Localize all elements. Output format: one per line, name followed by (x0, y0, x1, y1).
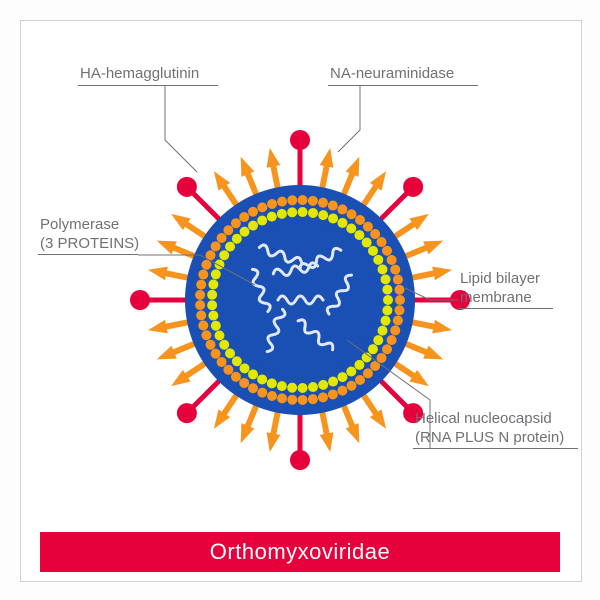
label-na: NA-neuraminidase (330, 65, 454, 84)
underline-ha (78, 85, 218, 86)
title-bar: Orthomyxoviridae (40, 532, 560, 572)
title-text: Orthomyxoviridae (210, 539, 390, 565)
underline-lipid (458, 308, 553, 309)
label-polymerase: Polymerase (3 PROTEINS) (40, 216, 139, 254)
underline-polymerase (38, 254, 138, 255)
label-ha: HA-hemagglutinin (80, 65, 199, 84)
label-nucleocapsid: Helical nucleocapsid (RNA PLUS N protein… (415, 410, 564, 448)
underline-na (328, 85, 478, 86)
label-lipid: Lipid bilayer membrane (460, 270, 540, 308)
underline-nucleocapsid (413, 448, 578, 449)
